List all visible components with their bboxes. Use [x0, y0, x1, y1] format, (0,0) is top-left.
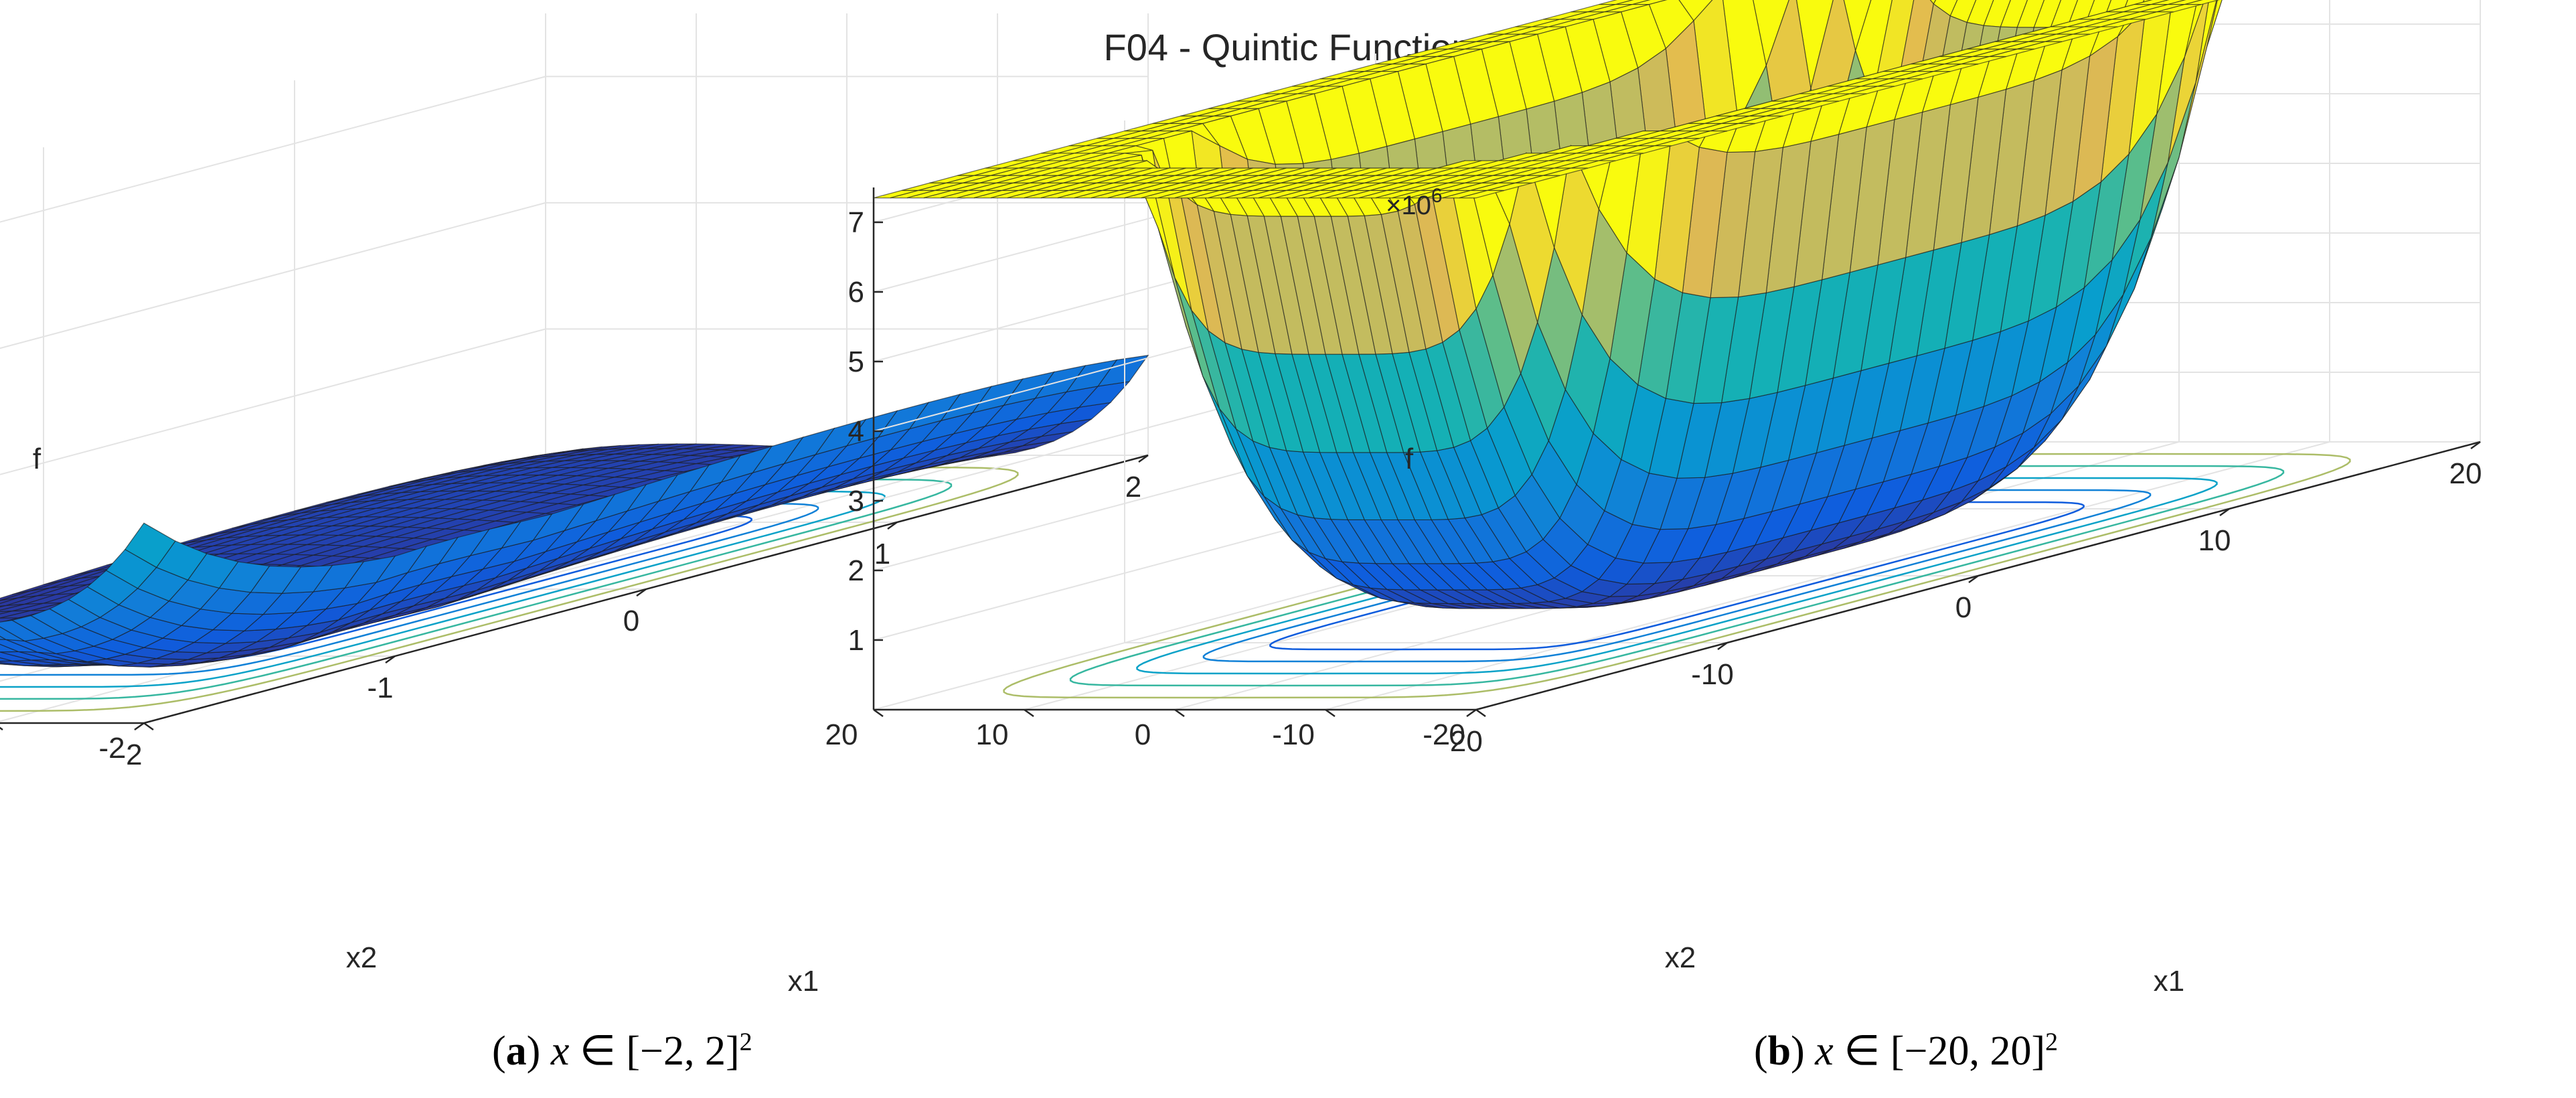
surface-mesh-a [0, 354, 1149, 668]
x2-tick-label-b: 0 [1135, 718, 1151, 751]
z-tick-label-b: 3 [848, 485, 864, 518]
x1-tick-label-a: 1 [874, 538, 890, 570]
surface-cell-a [125, 522, 176, 568]
f-label-b: f [1405, 443, 1414, 475]
x1-label-b: x1 [2154, 965, 2184, 998]
z-tick-label-b: 5 [848, 345, 864, 378]
z-tick-label-b: 6 [848, 276, 864, 309]
x1-tick-b [1968, 574, 1979, 584]
x1-tick-a [1138, 454, 1149, 463]
caption-b-set: ∈ [−20, 20] [1833, 1028, 2046, 1074]
x2-tick-a [0, 726, 3, 731]
f-label-a: f [33, 443, 42, 475]
caption-a-label: (a) [492, 1028, 541, 1074]
x2-label-a: x2 [346, 941, 377, 974]
x2-tick-label-b: 20 [825, 718, 858, 751]
x1-tick-b [2219, 507, 2230, 517]
caption-a-set: ∈ [−2, 2] [569, 1028, 740, 1074]
caption-b-var: x [1815, 1028, 1834, 1074]
caption-b-letter: b [1767, 1028, 1791, 1074]
z-tick-label-b: 4 [848, 415, 864, 448]
x2-label-b: x2 [1665, 941, 1696, 974]
x1-tick-b [1466, 708, 1477, 718]
caption-b: (b) x ∈ [−20, 20]2 [1754, 1018, 2058, 1085]
z-tick-label-b: 7 [848, 206, 864, 239]
x1-tick-label-b: -20 [1440, 725, 1483, 758]
x2-tick-a [143, 722, 154, 731]
x2-tick-label-b: -10 [1272, 718, 1315, 751]
x1-tick-label-b: 10 [2198, 524, 2231, 557]
x1-tick-a [636, 588, 647, 597]
caption-a-power: 2 [739, 1028, 752, 1056]
x1-tick-a [385, 655, 396, 664]
x1-tick-label-a: -2 [116, 738, 142, 771]
x2-tick-b [1174, 708, 1185, 718]
x1-tick-label-b: 0 [1955, 591, 1971, 624]
surface-cell-b [1929, 0, 1937, 5]
x2-tick-b [1024, 708, 1034, 718]
caption-a-letter: a [505, 1028, 527, 1074]
x1-tick-label-a: 2 [1125, 471, 1141, 503]
x2-tick-b [1325, 708, 1336, 718]
x1-label-a: x1 [788, 965, 819, 998]
x1-tick-label-a: -1 [367, 672, 393, 704]
x1-tick-a [887, 521, 898, 530]
x1-tick-a [134, 722, 145, 731]
x1-tick-label-b: -10 [1691, 658, 1734, 691]
x2-tick-b [873, 708, 884, 718]
surface-cell-b [1459, 189, 1504, 199]
x2-tick-label-a: -2 [98, 732, 125, 765]
z-tick-label-b: 1 [848, 624, 864, 657]
x2-tick-label-b: -20 [1423, 718, 1465, 751]
caption-a: (a) x ∈ [−2, 2]2 [492, 1018, 752, 1085]
x1-tick-b [1717, 641, 1728, 651]
x1-tick-label-a: 0 [623, 605, 639, 637]
caption-a-var: x [550, 1028, 570, 1074]
surface-mesh-b [873, 0, 2223, 609]
x2-tick-label-b: 10 [976, 718, 1009, 751]
x1-tick-label-b: 20 [2449, 457, 2482, 490]
caption-b-power: 2 [2045, 1028, 2059, 1056]
caption-b-label: (b) [1754, 1028, 1805, 1074]
x1-tick-b [2470, 441, 2481, 450]
z-tick-label-b: 2 [848, 554, 864, 587]
x2-tick-b [1475, 708, 1486, 718]
